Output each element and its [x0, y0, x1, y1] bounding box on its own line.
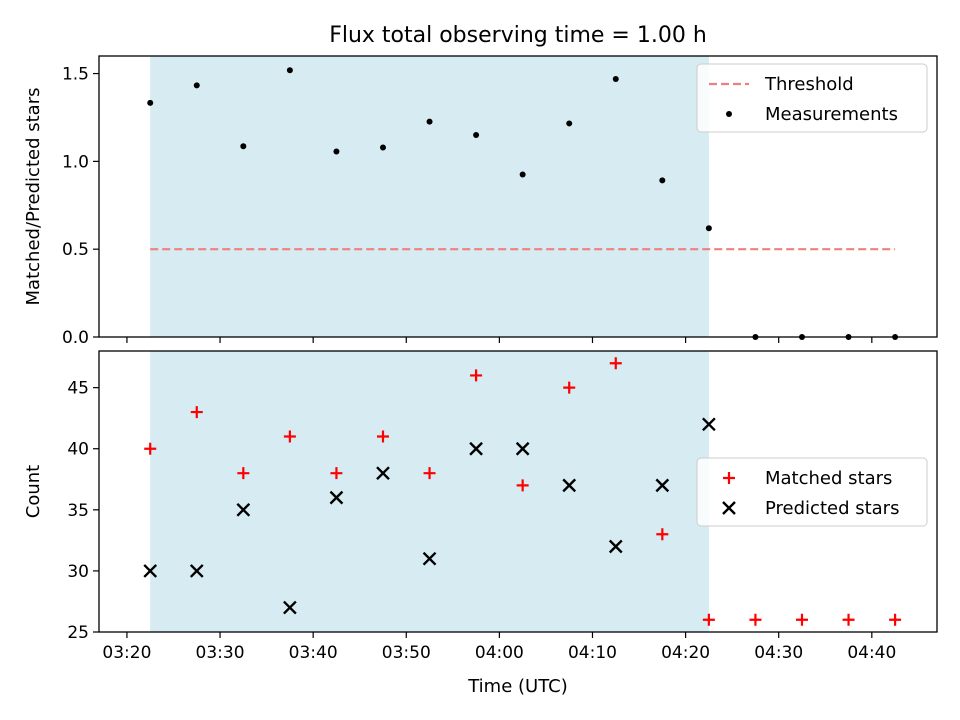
measurement-point	[705, 225, 712, 232]
x-axis-label: Time (UTC)	[467, 676, 568, 697]
y-tick-label: 1.0	[62, 152, 89, 172]
matched-star-point	[283, 430, 296, 443]
legend-label: Threshold	[764, 74, 854, 95]
legend: Threshold Measurements	[696, 63, 928, 133]
panel-bottom: 25 30 35 40 45 03:20 03:30 03:40 03:50 04:00 04:10…	[23, 350, 938, 663]
x-tick-label: 04:40	[847, 643, 896, 663]
y-tick-label: 1.5	[62, 65, 89, 85]
x-tick-label: 04:30	[754, 643, 803, 663]
matched-star-point	[749, 613, 762, 626]
matched-star-point	[330, 467, 343, 480]
legend-predicted-marker	[722, 501, 736, 515]
matched-star-point	[190, 406, 203, 419]
axes-frame	[98, 350, 938, 633]
x-tick-label: 03:50	[382, 643, 431, 663]
predicted-star-point	[189, 564, 204, 578]
measurement-point	[286, 67, 293, 74]
measurement-point	[519, 171, 526, 178]
panel-top: 0.0 0.5 1.0 1.5 Matched/Predicted stars Thres…	[23, 55, 938, 348]
y-tick-label: 30	[67, 562, 89, 582]
y-axis-label: Count	[23, 465, 44, 518]
y-tick-label: 0.5	[62, 240, 89, 260]
legend-label: Measurements	[765, 104, 898, 125]
matched-star-point	[563, 381, 576, 394]
measurement-point	[147, 99, 154, 106]
matched-star-point	[237, 467, 250, 480]
matched-star-point	[795, 613, 808, 626]
measurement-point	[379, 144, 386, 151]
measurement-point	[333, 148, 340, 155]
y-tick-label: 35	[67, 501, 89, 521]
x-tick-label: 04:10	[568, 643, 617, 663]
matched-star-point	[609, 357, 622, 370]
legend-label: Matched stars	[765, 468, 892, 489]
matched-star-point	[516, 479, 529, 492]
legend-box	[696, 457, 928, 527]
measurement-point	[193, 82, 200, 89]
observing-window-span	[150, 56, 709, 337]
legend-measurement-marker	[726, 111, 732, 117]
measurement-point	[240, 143, 247, 150]
matched-star-point	[470, 369, 483, 382]
x-tick-label: 04:00	[475, 643, 524, 663]
y-tick-label: 25	[67, 623, 89, 643]
axes-frame	[98, 55, 938, 338]
predicted-star-point	[143, 564, 158, 578]
matched-star-point	[376, 430, 389, 443]
matched-star-point	[144, 442, 157, 455]
x-tick-label: 03:20	[102, 643, 151, 663]
measurement-point	[566, 120, 573, 127]
legend-label: Predicted stars	[765, 498, 899, 519]
chart-title: Flux total observing time = 1.00 h	[329, 23, 707, 48]
measurement-point	[659, 177, 666, 184]
legend-box	[696, 63, 928, 133]
matched-star-point	[889, 613, 902, 626]
predicted-star-point	[655, 478, 670, 493]
predicted-star-point	[469, 441, 483, 456]
measurement-point	[612, 76, 619, 83]
y-tick-label: 0.0	[62, 328, 89, 348]
y-tick-label: 40	[67, 440, 89, 460]
predicted-star-point	[236, 502, 251, 517]
matched-star-point	[656, 528, 669, 541]
predicted-star-point	[608, 539, 623, 554]
predicted-star-point	[515, 441, 530, 456]
measurement-point	[473, 132, 480, 139]
legend-matched-marker	[723, 472, 735, 484]
predicted-star-point	[422, 551, 437, 566]
predicted-star-point	[562, 478, 577, 493]
y-tick-label: 45	[67, 379, 89, 399]
y-axis-label: Matched/Predicted stars	[23, 88, 44, 306]
measurement-point	[426, 118, 433, 125]
legend: Matched stars Predicted stars	[696, 457, 928, 527]
observing-window-span	[150, 351, 709, 632]
x-tick-label: 03:40	[289, 643, 338, 663]
predicted-star-point	[329, 490, 344, 505]
predicted-star-point	[283, 600, 297, 615]
x-tick-label: 03:30	[196, 643, 245, 663]
x-tick-label: 04:20	[661, 643, 710, 663]
predicted-star-point	[376, 466, 390, 481]
predicted-star-point	[702, 417, 716, 432]
matched-star-point	[702, 613, 715, 626]
matched-star-point	[842, 613, 855, 626]
matched-star-point	[423, 467, 436, 480]
